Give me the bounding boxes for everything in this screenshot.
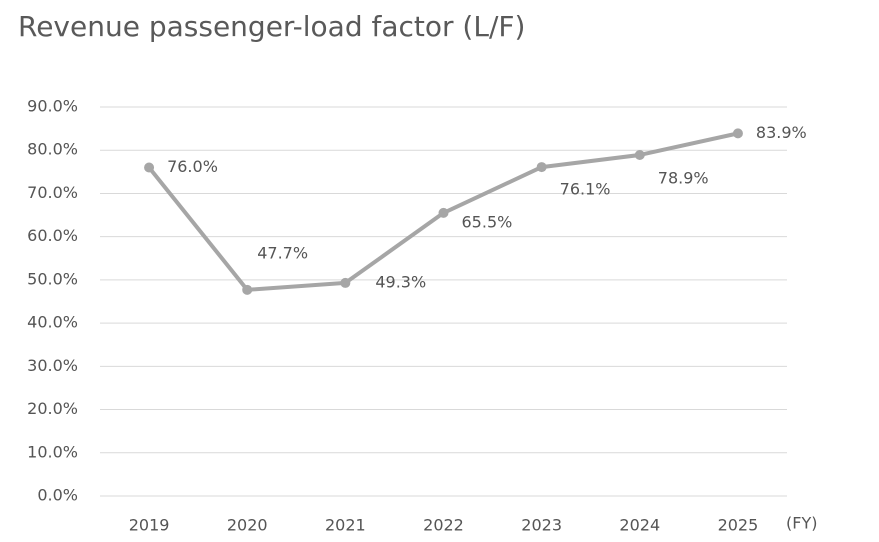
data-label: 76.1% — [560, 180, 611, 199]
data-label: 83.9% — [756, 123, 807, 142]
x-axis-label: (FY) — [786, 514, 817, 533]
point — [144, 162, 155, 173]
chart-title: Revenue passenger-load factor (L/F) — [18, 10, 525, 43]
point — [438, 207, 449, 218]
x-tick-label: 2023 — [521, 516, 562, 535]
x-tick-label: 2020 — [227, 516, 268, 535]
x-tick-label: 2019 — [129, 516, 170, 535]
y-tick-label: 10.0% — [27, 442, 78, 461]
y-tick-label: 60.0% — [27, 226, 78, 245]
data-label: 49.3% — [375, 272, 426, 291]
y-tick-label: 20.0% — [27, 399, 78, 418]
point — [634, 149, 645, 160]
x-tick-label: 2022 — [423, 516, 464, 535]
x-tick-label: 2024 — [619, 516, 660, 535]
y-tick-label: 40.0% — [27, 313, 78, 332]
y-tick-label: 90.0% — [27, 97, 78, 116]
data-label: 47.7% — [257, 243, 308, 262]
y-tick-label: 0.0% — [37, 486, 78, 505]
point — [732, 128, 743, 139]
x-tick-label: 2021 — [325, 516, 366, 535]
y-tick-label: 50.0% — [27, 269, 78, 288]
y-tick-label: 30.0% — [27, 356, 78, 375]
y-tick-label: 80.0% — [27, 140, 78, 159]
point — [536, 162, 547, 173]
data-label: 65.5% — [462, 212, 513, 231]
point — [340, 277, 351, 288]
data-label: 76.0% — [167, 157, 218, 176]
point — [242, 284, 253, 295]
data-label: 78.9% — [658, 168, 709, 187]
x-tick-label: 2025 — [718, 516, 759, 535]
y-tick-label: 70.0% — [27, 183, 78, 202]
